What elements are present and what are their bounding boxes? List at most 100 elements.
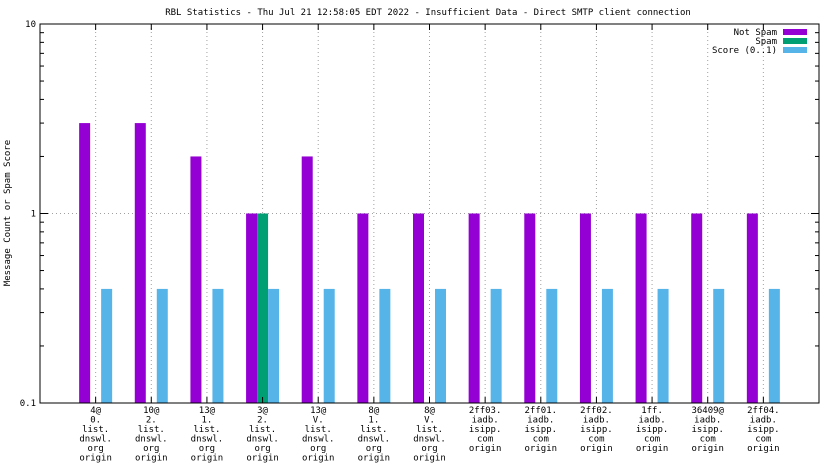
x-tick-label-line: com (700, 435, 716, 445)
x-tick-label-line: origin (691, 444, 724, 454)
x-tick-label-line: 36409@ (691, 406, 724, 416)
x-tick-label-line: com (477, 435, 493, 445)
bar-score-0-1 (546, 288, 558, 403)
x-tick-label-line: org (143, 444, 159, 454)
x-tick-label: 2ff04. iadb. isipp. com origin (747, 406, 780, 454)
x-tick-label-line: 2ff04. (747, 406, 780, 416)
x-tick-label: 3@ 2. list. dnswl. org origin (246, 406, 279, 464)
bar-not-spam (246, 213, 258, 403)
x-tick-label-line: iadb. (694, 416, 721, 426)
x-tick-label-line: origin (302, 454, 335, 464)
x-tick-label-line: iadb. (527, 416, 554, 426)
x-tick-label-line: origin (747, 444, 780, 454)
chart-title: RBL Statistics - Thu Jul 21 12:58:05 EDT… (165, 8, 691, 18)
x-tick-label-line: org (366, 444, 382, 454)
x-tick-label-line: 2ff03. (469, 406, 502, 416)
bar-score-0-1 (435, 288, 446, 403)
x-tick-label-line: V. (313, 416, 324, 426)
x-tick-label-line: com (644, 435, 660, 445)
x-tick-label-line: isipp. (469, 425, 502, 435)
bar-not-spam (635, 213, 647, 403)
legend-swatch (783, 29, 807, 35)
x-tick-label-line: isipp. (636, 425, 669, 435)
x-tick-label-line: list. (416, 425, 443, 435)
x-tick-label: 13@ V. list. dnswl. org origin (302, 406, 335, 464)
x-tick-label-line: V. (424, 416, 435, 426)
bar-score-0-1 (768, 288, 780, 403)
x-tick-label-line: dnswl. (302, 435, 335, 445)
x-tick-label-line: origin (413, 454, 446, 464)
x-tick-label-line: isipp. (525, 425, 558, 435)
x-tick-label-line: 10@ (143, 406, 160, 416)
bar-spam (257, 213, 269, 403)
x-tick-label-line: list. (138, 425, 165, 435)
bar-not-spam (579, 213, 591, 403)
x-tick-label-line: dnswl. (413, 435, 446, 445)
x-tick-label-line: 3@ (257, 406, 268, 416)
x-tick-label: 2ff01. iadb. isipp. com origin (525, 406, 558, 454)
x-tick-label-line: origin (246, 454, 279, 464)
x-tick-label-line: list. (305, 425, 332, 435)
x-tick-label-line: org (254, 444, 270, 454)
x-tick-label: 36409@ iadb. isipp. com origin (691, 406, 724, 454)
bar-score-0-1 (101, 288, 113, 403)
x-tick-label-line: list. (193, 425, 220, 435)
bar-score-0-1 (212, 288, 224, 403)
bars (79, 123, 780, 404)
x-tick-label-line: 0. (90, 416, 101, 426)
bar-score-0-1 (379, 288, 391, 403)
legend-label: Not Spam (734, 28, 777, 38)
x-tick-label-line: origin (358, 454, 391, 464)
x-tick-label-line: isipp. (580, 425, 613, 435)
bar-not-spam (357, 213, 369, 403)
bar-score-0-1 (268, 288, 280, 403)
bar-score-0-1 (657, 288, 669, 403)
x-tick-label-line: origin (135, 454, 168, 464)
bar-score-0-1 (156, 288, 168, 403)
x-tick-label-line: list. (82, 425, 109, 435)
x-tick-label-line: 2ff02. (580, 406, 613, 416)
x-tick-label-line: com (755, 435, 771, 445)
x-tick-label-line: 2. (146, 416, 157, 426)
x-tick-label: 8@ V. list. dnswl. org origin (413, 406, 446, 464)
bar-score-0-1 (713, 288, 725, 403)
bar-not-spam (524, 213, 536, 403)
x-tick-label-line: origin (636, 444, 669, 454)
x-tick-label-line: dnswl. (79, 435, 112, 445)
x-tick-label: 2ff02. iadb. isipp. com origin (580, 406, 613, 454)
x-tick-label-line: origin (191, 454, 224, 464)
bar-not-spam (134, 123, 146, 404)
x-tick-label-line: iadb. (639, 416, 666, 426)
bar-score-0-1 (323, 288, 335, 403)
x-tick-label-line: org (199, 444, 215, 454)
x-tick-label-line: iadb. (472, 416, 499, 426)
x-tick-label-line: 1. (202, 416, 213, 426)
legend-label: Spam (755, 37, 777, 47)
x-tick-label: 4@ 0. list. dnswl. org origin (79, 406, 112, 464)
x-tick-label: 1ff. iadb. isipp. com origin (636, 406, 669, 454)
x-tick-label-line: 13@ (199, 406, 216, 416)
bar-not-spam (79, 123, 91, 404)
bar-not-spam (301, 156, 313, 403)
x-tick-label-line: com (533, 435, 549, 445)
y-tick-label: 1 (31, 210, 36, 220)
bar-score-0-1 (490, 288, 502, 403)
x-tick-label: 2ff03. iadb. isipp. com origin (469, 406, 502, 454)
y-axis-label: Message Count or Spam Score (3, 140, 13, 286)
x-tick-label: 13@ 1. list. dnswl. org origin (191, 406, 224, 464)
x-tick-label-line: 13@ (310, 406, 327, 416)
x-tick-label-line: dnswl. (246, 435, 279, 445)
x-tick-label-line: dnswl. (358, 435, 391, 445)
x-tick-label: 8@ 1. list. dnswl. org origin (358, 406, 391, 464)
bar-not-spam (691, 213, 703, 403)
legend-swatch (783, 47, 807, 53)
bar-not-spam (468, 213, 480, 403)
x-tick-label-line: org (421, 444, 437, 454)
bar-not-spam (190, 156, 202, 403)
x-tick-label-line: 4@ (90, 406, 101, 416)
x-tick-label-line: org (88, 444, 104, 454)
y-tick-label: 10 (25, 20, 36, 30)
x-tick-label-line: 2ff01. (525, 406, 558, 416)
